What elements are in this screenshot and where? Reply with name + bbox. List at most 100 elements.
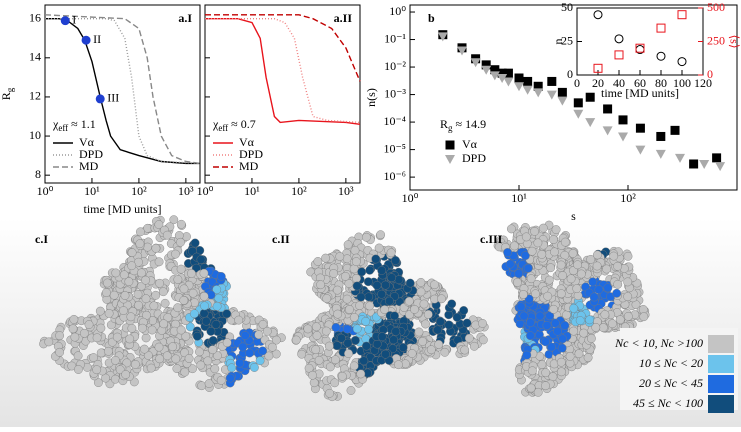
bead	[332, 285, 342, 295]
bead	[155, 278, 165, 288]
data-point	[497, 74, 508, 84]
bead	[542, 320, 552, 330]
bead	[176, 219, 186, 229]
bead	[623, 251, 633, 261]
marker-point	[60, 16, 70, 26]
panel-label: c.I	[35, 232, 48, 246]
marker-point	[95, 94, 105, 104]
bead	[227, 363, 237, 373]
bead	[594, 285, 604, 294]
bead	[135, 227, 145, 237]
bead	[216, 375, 226, 385]
bead	[173, 303, 183, 313]
data-point	[656, 131, 666, 141]
x-tick-label: 100	[673, 76, 691, 90]
annotation-part: g	[448, 123, 453, 133]
bead	[560, 321, 570, 330]
annotation-part: ≈ 0.7	[228, 117, 256, 131]
bead	[211, 319, 221, 329]
data-point	[655, 149, 666, 159]
bead	[204, 379, 214, 388]
bead	[576, 269, 586, 279]
data-point	[675, 153, 686, 163]
bead	[351, 257, 361, 266]
bead	[141, 294, 151, 304]
bead	[551, 225, 561, 235]
y-axis-label-part: R	[0, 92, 13, 100]
plot-frame	[204, 4, 361, 184]
bead	[196, 255, 206, 265]
bead	[308, 370, 317, 380]
legend-label: 10 ≤ Nc < 20	[639, 356, 703, 370]
bead	[127, 248, 137, 258]
y-tick-label: 25	[561, 33, 573, 47]
bead	[391, 326, 401, 336]
bead	[95, 306, 105, 316]
bead	[592, 261, 602, 271]
legend-label: Vα	[239, 135, 255, 149]
bead	[548, 372, 558, 382]
panel-label: a.I	[178, 11, 192, 25]
data-point	[503, 68, 513, 78]
bead	[104, 308, 114, 318]
bead	[70, 332, 80, 342]
bead	[478, 318, 487, 328]
bead	[356, 292, 366, 302]
bead	[111, 355, 120, 365]
bead	[352, 281, 362, 291]
data-point	[514, 73, 524, 83]
data-point	[614, 34, 624, 44]
bead	[84, 320, 94, 329]
bead	[154, 220, 164, 230]
bead	[462, 318, 472, 328]
bead	[384, 296, 394, 306]
y-tick-label: 0	[567, 67, 573, 81]
bead	[344, 279, 354, 288]
bead	[545, 311, 555, 321]
data-point	[585, 118, 596, 128]
bead	[381, 280, 390, 290]
bead	[162, 351, 172, 361]
bead	[312, 331, 322, 340]
bead	[222, 338, 232, 348]
bead	[180, 367, 190, 377]
bead	[168, 342, 178, 352]
bead	[311, 345, 321, 354]
x-tick-label: 10⁰	[197, 184, 214, 198]
bead	[381, 349, 390, 359]
annotation-part: R	[440, 117, 448, 131]
bead	[516, 302, 526, 312]
bead	[558, 271, 567, 280]
bead	[541, 337, 550, 347]
bead	[311, 322, 321, 332]
legend-label: 20 ≤ Nc < 45	[639, 376, 703, 390]
bead	[212, 301, 222, 311]
data-point	[523, 76, 533, 86]
panel-label: b	[428, 11, 435, 25]
bead	[304, 363, 314, 373]
bead	[565, 351, 575, 361]
bead	[510, 241, 519, 251]
bead	[464, 333, 474, 343]
bead	[212, 351, 222, 360]
data-point	[573, 98, 583, 108]
x-tick-label: 10²	[131, 184, 147, 198]
bead	[332, 341, 342, 351]
bead	[530, 226, 539, 236]
bead	[179, 295, 189, 305]
y-tick-label: 10⁰	[389, 4, 406, 18]
bead	[589, 292, 599, 302]
bead	[416, 277, 426, 287]
bead	[109, 290, 119, 300]
bead	[159, 319, 169, 329]
bead	[104, 346, 113, 356]
bead	[172, 364, 182, 373]
bead	[526, 331, 535, 341]
bead	[151, 243, 161, 253]
bead	[125, 334, 135, 344]
data-point	[699, 159, 710, 169]
bead	[537, 360, 547, 369]
y-tick-label: 10⁻⁵	[383, 141, 406, 155]
bead	[325, 362, 335, 372]
y-tick-label: 10	[29, 128, 41, 142]
